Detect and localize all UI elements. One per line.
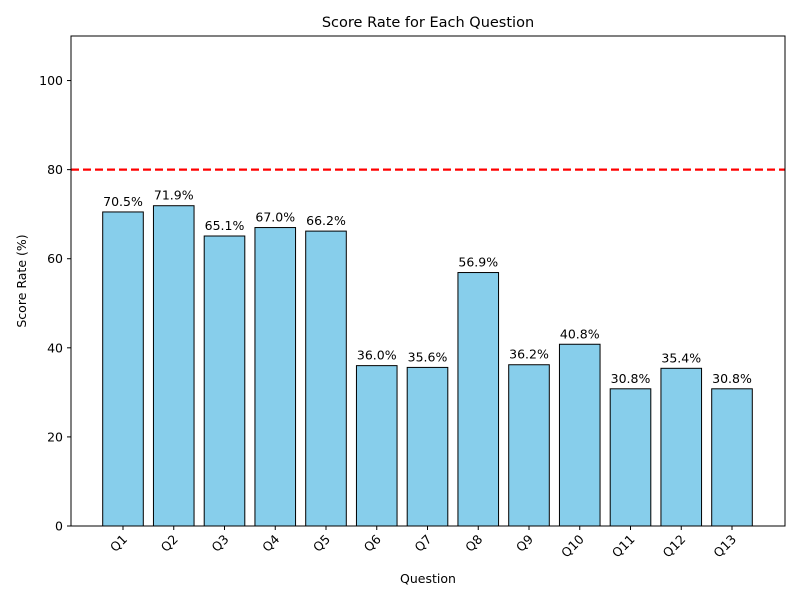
bar-Q12 — [660, 367, 703, 527]
bar-Q3 — [203, 235, 246, 527]
y-tick-label-0: 0 — [55, 519, 63, 534]
data-label-Q7: 35.6% — [408, 349, 448, 364]
y-tick-label-40: 40 — [47, 340, 63, 355]
bar-Q11 — [609, 388, 652, 527]
data-label-Q13: 30.8% — [712, 371, 752, 386]
bar-Q9 — [508, 364, 550, 527]
data-label-Q5: 66.2% — [306, 213, 346, 228]
x-tick-label-Q8: Q8 — [462, 531, 485, 554]
bar-Q2 — [152, 205, 195, 527]
chart-title: Score Rate for Each Question — [322, 15, 534, 31]
bar-Q10 — [558, 343, 601, 527]
x-tick-label-Q2: Q2 — [158, 532, 181, 555]
data-label-Q4: 67.0% — [255, 210, 295, 225]
x-tick-label-Q6: Q6 — [361, 531, 384, 554]
bar-Q1 — [102, 211, 144, 527]
plot-area: 70.5% 71.9% 65.1% 67.0% 66.2% 36.0% 35.6% 56.9%… — [39, 35, 786, 561]
data-label-Q8: 56.9% — [458, 255, 498, 270]
x-tick-label-Q10: Q10 — [558, 531, 587, 560]
data-label-Q11: 30.8% — [611, 371, 651, 386]
x-tick-label-Q4: Q4 — [259, 531, 282, 554]
bar-Q5 — [305, 230, 347, 527]
x-tick-label-Q9: Q9 — [513, 531, 536, 554]
data-label-Q3: 65.1% — [205, 218, 245, 233]
bar-Q4 — [254, 227, 297, 527]
y-tick-label-60: 60 — [47, 251, 63, 266]
x-tick-label-Q11: Q11 — [609, 532, 638, 561]
bar-Q7 — [406, 366, 449, 527]
data-label-Q6: 36.0% — [357, 348, 397, 363]
x-tick-label-Q13: Q13 — [710, 532, 739, 561]
data-label-Q1: 70.5% — [103, 194, 143, 209]
x-tick-label-Q7: Q7 — [411, 532, 434, 555]
y-axis-label: Score Rate (%) — [14, 234, 29, 327]
x-tick-label-Q1: Q1 — [107, 532, 130, 555]
data-label-Q10: 40.8% — [560, 326, 600, 341]
data-label-Q12: 35.4% — [661, 350, 701, 365]
bar-Q13 — [711, 388, 753, 527]
x-tick-label-Q5: Q5 — [310, 532, 333, 555]
x-tick-label-Q3: Q3 — [208, 532, 231, 555]
y-tick-label-80: 80 — [47, 162, 63, 177]
x-tick-label-Q12: Q12 — [660, 532, 689, 561]
y-tick-label-20: 20 — [47, 429, 63, 444]
y-tick-label-100: 100 — [39, 73, 63, 88]
bar-Q6 — [355, 365, 398, 527]
data-label-Q9: 36.2% — [509, 347, 549, 362]
data-label-Q2: 71.9% — [154, 188, 194, 203]
x-axis-label: Question — [400, 571, 456, 586]
bar-Q8 — [457, 272, 500, 527]
